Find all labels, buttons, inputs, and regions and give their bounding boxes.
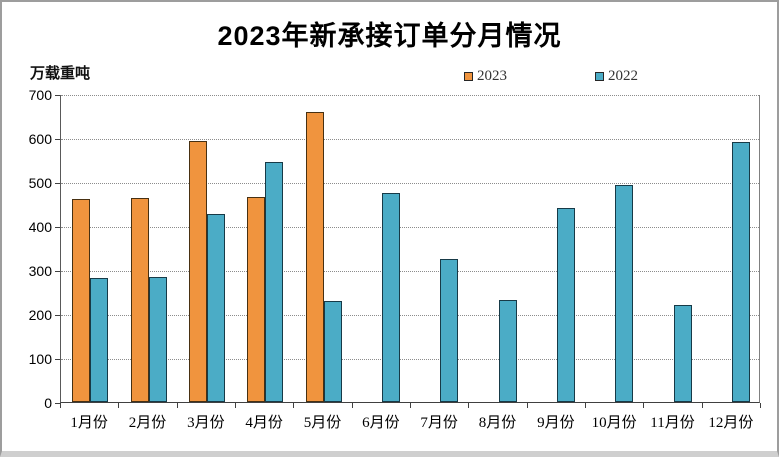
y-tick-label-0: 0 [44,395,52,411]
chart-title: 2023年新承接订单分月情况 [217,21,562,51]
y-tick-label-400: 400 [28,219,52,235]
bar-2022-10月份 [615,185,634,402]
gridline-700 [61,95,759,96]
legend-item-2022: 2022 [595,68,638,85]
y-tick-mark-100 [55,359,60,360]
legend-item-2023: 2023 [464,68,507,85]
x-tick-label-2: 2月份 [128,415,167,431]
x-tick-mark-7 [468,403,470,408]
x-tick-label-1: 1月份 [70,415,108,431]
bar-2022-7月份 [440,259,459,402]
y-tick-label-600: 600 [28,131,52,147]
bar-2022-1月份 [90,278,109,402]
bar-2022-9月份 [556,208,575,402]
legend: 2023 2022 [464,68,638,85]
bar-2022-4月份 [265,162,284,402]
bar-2023-3月份 [188,141,207,402]
x-tick-mark-0 [60,403,61,408]
x-tick-label-10: 10月份 [591,415,637,431]
gridline-200 [61,315,759,316]
x-tick-mark-10 [643,403,645,408]
x-tick-label-5: 5月份 [303,415,342,431]
y-tick-mark-0 [55,403,60,404]
bar-2023-1月份 [72,199,91,402]
y-tick-mark-200 [55,315,60,316]
legend-swatch-2022-icon [595,72,604,81]
y-tick-label-300: 300 [28,263,52,279]
y-tick-mark-700 [55,95,60,96]
gridline-100 [61,359,759,360]
x-tick-label-11: 11月份 [650,415,695,431]
x-tick-mark-4 [293,403,295,408]
x-tick-label-9: 9月份 [537,415,575,431]
y-tick-mark-500 [55,183,60,184]
x-tick-label-3: 3月份 [187,415,225,431]
gridline-600 [61,139,759,140]
x-tick-label-7: 7月份 [420,415,458,431]
bar-2023-5月份 [305,112,324,402]
y-tick-label-200: 200 [28,307,52,323]
x-tick-mark-5 [351,403,353,408]
plot-area [60,95,760,403]
y-tick-mark-400 [55,227,60,228]
gridline-300 [61,271,759,272]
x-tick-label-8: 8月份 [478,415,517,431]
y-tick-label-700: 700 [28,87,52,103]
y-tick-mark-600 [55,139,60,140]
x-tick-label-4: 4月份 [245,415,283,431]
legend-label-2022: 2022 [608,68,638,84]
gridline-500 [61,183,759,184]
x-tick-mark-12 [760,403,761,408]
x-tick-mark-8 [526,403,528,408]
x-tick-mark-6 [410,403,411,408]
bar-2022-5月份 [323,301,342,402]
x-tick-mark-1 [118,403,120,408]
bar-2023-2月份 [130,198,149,402]
bar-2022-12月份 [731,142,750,402]
legend-swatch-2023-icon [464,72,473,81]
bar-2023-4月份 [247,197,266,402]
x-tick-mark-2 [176,403,178,408]
bar-2022-8月份 [498,300,517,402]
bar-2022-11月份 [673,305,692,402]
x-tick-mark-11 [701,403,703,408]
bar-2022-6月份 [381,193,400,402]
x-tick-label-12: 12月份 [708,415,754,431]
y-tick-label-500: 500 [28,175,52,191]
x-tick-label-6: 6月份 [362,415,400,431]
legend-label-2023: 2023 [477,68,507,84]
bar-2022-2月份 [148,277,167,402]
y-tick-mark-300 [55,271,60,272]
x-tick-mark-3 [235,403,236,408]
y-tick-label-100: 100 [28,351,52,367]
bar-2022-3月份 [206,214,225,402]
x-tick-mark-9 [585,403,586,408]
gridline-400 [61,227,759,228]
y-axis-unit-label: 万载重吨 [30,65,91,82]
